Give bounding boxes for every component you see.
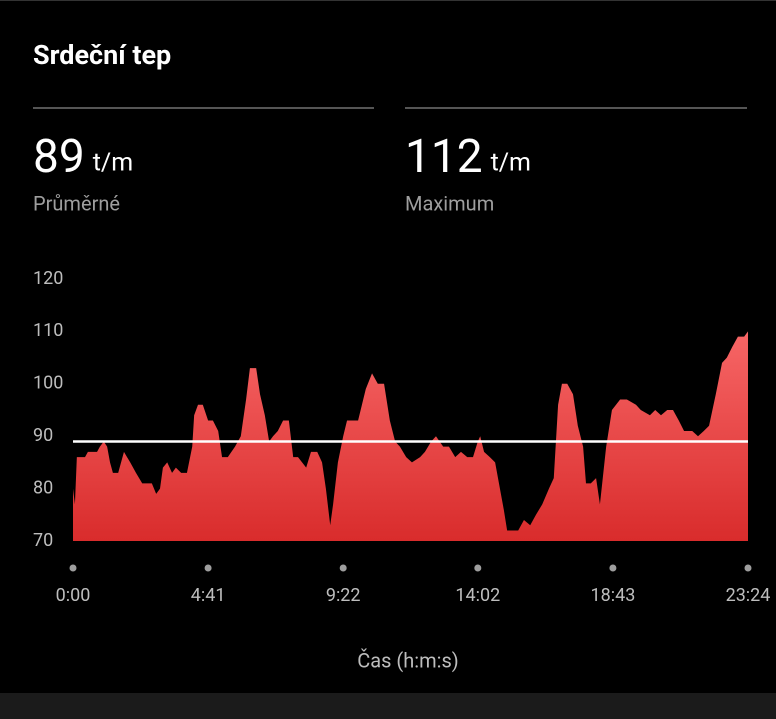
y-tick-label: 80 [33,477,53,498]
stat-label: Průměrné [33,191,120,215]
y-tick-label: 70 [33,530,53,551]
x-tick-label: 0:00 [56,585,91,606]
x-tick-label: 23:24 [726,585,771,606]
card-title: Srdeční tep [33,39,171,71]
heart-rate-area [73,331,748,541]
y-tick-label: 100 [33,373,63,394]
x-tick-dot [69,564,77,572]
x-tick-dot [474,564,482,572]
x-tick-label: 14:02 [455,585,500,606]
x-tick-dot [609,564,617,572]
x-tick-label: 9:22 [326,585,361,606]
stat-unit: t/m [93,149,133,178]
stats: 89 t/m Průměrné 112 t/m Maximum [33,130,531,215]
x-tick-dot [744,564,752,572]
y-tick-label: 90 [33,425,53,446]
x-tick-dot [339,564,347,572]
stat-value: 89 [33,130,85,184]
x-axis-label: Čas (h:m:s) [357,648,459,672]
chart: 70 80 90 100 110 120 0:00 4:41 9:22 14:02 18:43 23:… [33,268,770,673]
x-tick-label: 18:43 [590,585,635,606]
x-tick-dot [204,564,212,572]
bottom-bar [0,693,776,719]
y-tick-label: 120 [33,268,63,289]
x-tick-label: 4:41 [191,585,226,606]
stat-value: 112 [405,130,483,184]
stat-unit: t/m [491,149,531,178]
y-tick-label: 110 [33,320,63,341]
stat-label: Maximum [405,191,494,215]
